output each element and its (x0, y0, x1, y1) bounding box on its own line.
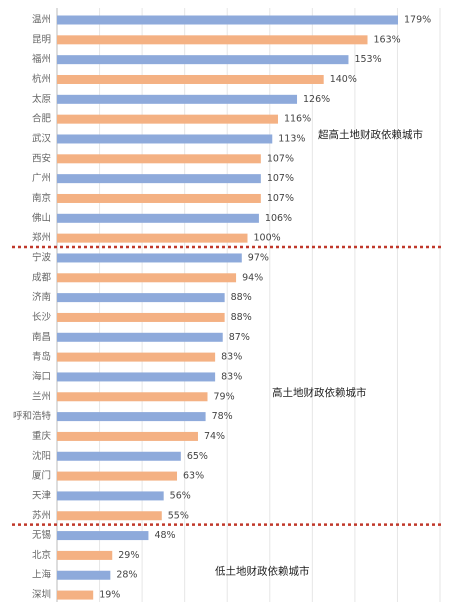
y-tick-label: 苏州 (32, 509, 51, 521)
y-tick-label: 长沙 (32, 311, 52, 323)
y-tick-label: 成都 (32, 271, 52, 283)
y-tick-label: 南京 (32, 192, 51, 204)
annotation: 低土地财政依赖城市 (215, 564, 310, 577)
value-label: 83% (221, 371, 242, 382)
value-label: 74% (204, 431, 225, 442)
bar (57, 412, 206, 422)
y-tick-label: 郑州 (32, 232, 51, 244)
bar (57, 233, 248, 243)
value-label: 94% (242, 272, 263, 283)
y-tick-label: 呼和浩特 (13, 410, 52, 422)
bar (57, 134, 273, 144)
bar (57, 352, 216, 362)
value-label: 78% (212, 411, 233, 422)
y-tick-label: 太原 (32, 93, 51, 105)
bar (57, 471, 178, 481)
value-label: 113% (278, 133, 305, 144)
bar (57, 332, 223, 342)
value-label: 163% (374, 34, 401, 45)
value-label: 107% (267, 173, 294, 184)
value-label: 97% (248, 252, 269, 263)
bar (57, 491, 164, 501)
value-label: 140% (330, 74, 357, 85)
value-label: 29% (118, 550, 139, 561)
bar (57, 114, 278, 124)
y-tick-label: 南昌 (32, 331, 51, 343)
bar (57, 174, 261, 184)
bar (57, 253, 242, 263)
bar (57, 531, 149, 541)
value-label: 107% (267, 153, 294, 164)
bar (57, 55, 349, 65)
bar (57, 94, 298, 104)
y-tick-label: 厦门 (32, 470, 51, 482)
bar (57, 15, 398, 25)
y-tick-label: 温州 (32, 15, 51, 26)
value-label: 48% (154, 530, 175, 541)
value-label: 126% (303, 94, 330, 105)
y-tick-label: 合肥 (32, 113, 52, 125)
bar (57, 193, 261, 203)
bar (57, 431, 198, 441)
y-tick-label: 西安 (32, 152, 51, 164)
y-tick-label: 沈阳 (32, 450, 51, 462)
y-tick-label: 广州 (32, 172, 51, 184)
y-tick-label: 北京 (32, 549, 51, 561)
y-tick-label: 武汉 (32, 132, 52, 144)
bar (57, 392, 208, 402)
y-tick-label: 天津 (32, 490, 52, 501)
value-label: 28% (116, 570, 137, 581)
y-tick-label: 杭州 (32, 73, 51, 85)
value-label: 153% (354, 54, 381, 65)
bar (57, 312, 225, 322)
value-label: 88% (231, 312, 252, 323)
bar (57, 35, 368, 45)
y-tick-label: 上海 (32, 569, 52, 581)
value-label: 100% (254, 233, 281, 244)
y-tick-label: 海口 (32, 370, 51, 382)
value-label: 88% (231, 292, 252, 303)
value-label: 65% (187, 451, 208, 462)
y-tick-label: 昆明 (32, 34, 51, 45)
value-label: 116% (284, 114, 311, 125)
bar (57, 154, 261, 164)
bar (57, 213, 259, 223)
bar (57, 273, 237, 283)
y-tick-label: 兰州 (32, 390, 51, 402)
y-tick-label: 重庆 (32, 430, 52, 442)
y-tick-label: 深圳 (32, 590, 51, 601)
value-label: 19% (99, 590, 120, 601)
bar (57, 293, 225, 303)
annotation: 高土地财政依赖城市 (272, 386, 367, 399)
value-label: 56% (170, 490, 191, 501)
y-tick-label: 济南 (32, 291, 51, 303)
y-tick-label: 无锡 (32, 529, 51, 541)
value-label: 107% (267, 193, 294, 204)
value-label: 106% (265, 213, 292, 224)
value-label: 87% (229, 332, 250, 343)
bar (57, 511, 162, 521)
bar (57, 550, 113, 560)
value-label: 63% (183, 471, 204, 482)
value-label: 79% (213, 391, 234, 402)
bar (57, 570, 111, 580)
bar (57, 451, 181, 461)
value-label: 179% (404, 15, 431, 26)
y-tick-label: 青岛 (32, 351, 51, 363)
bar (57, 590, 94, 600)
y-tick-label: 佛山 (32, 212, 51, 224)
y-tick-label: 福州 (32, 53, 51, 65)
value-label: 55% (168, 510, 189, 521)
bar (57, 372, 216, 382)
annotation: 超高土地财政依赖城市 (318, 128, 423, 141)
bar (57, 74, 324, 84)
y-tick-label: 宁波 (32, 251, 52, 263)
value-label: 83% (221, 352, 242, 363)
